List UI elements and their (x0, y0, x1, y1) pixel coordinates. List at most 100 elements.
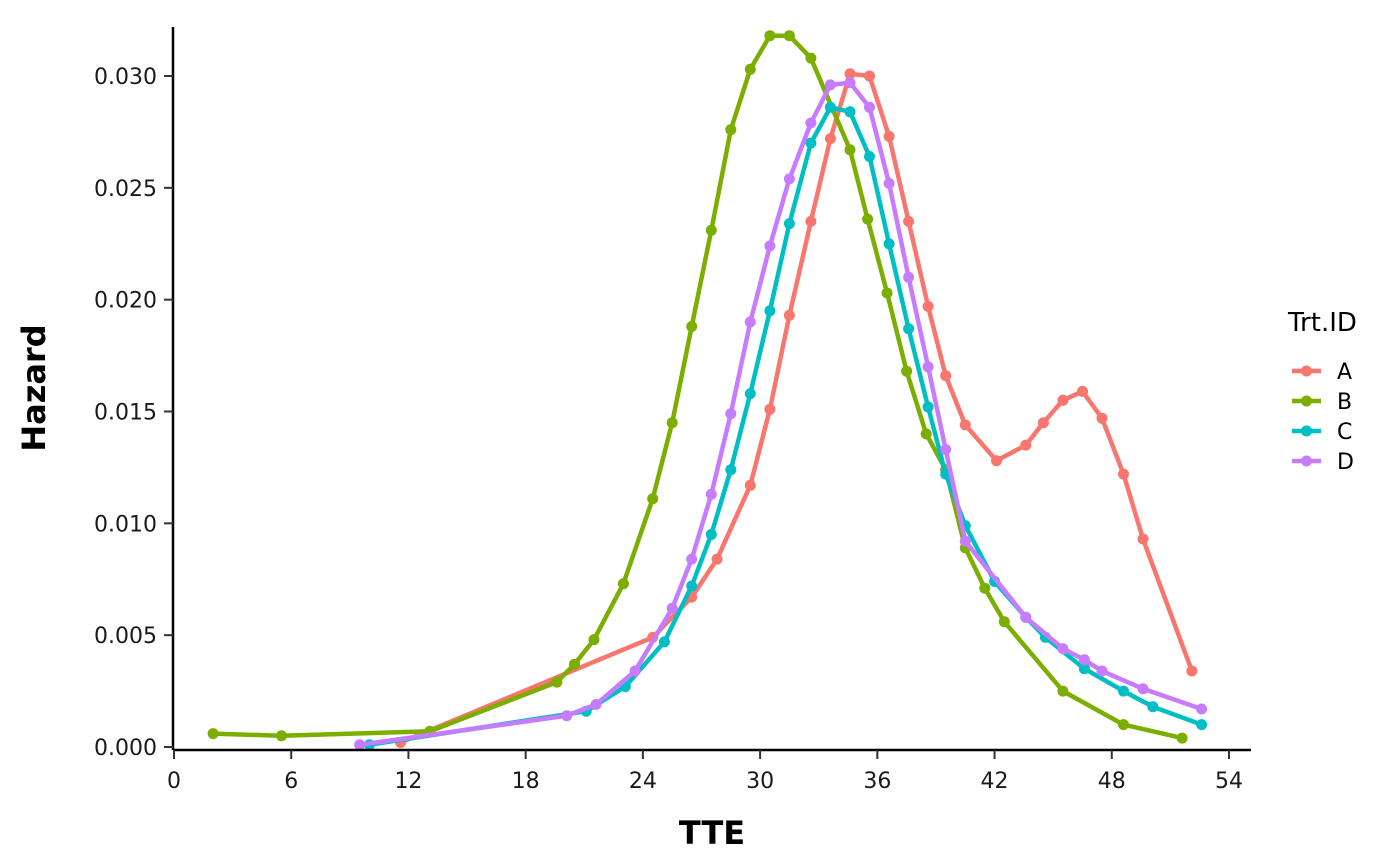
series-C-point (686, 580, 698, 592)
series-B-point (276, 730, 287, 742)
series-D-point (744, 316, 756, 328)
series-A-point (1137, 533, 1149, 545)
series-D-point (354, 739, 366, 751)
series-D-point (1020, 611, 1032, 623)
series-A-point (903, 215, 915, 227)
series-A-point (940, 370, 952, 382)
y-tick-label: 0.015 (94, 401, 157, 426)
series-C-point (883, 238, 895, 250)
series-C-group (363, 101, 1208, 751)
legend-key-point (1301, 425, 1312, 437)
series-B-point (881, 287, 893, 299)
series-D-line (357, 80, 1204, 748)
series-B-point (725, 124, 737, 136)
series-B-point (705, 224, 717, 236)
series-D-point (764, 240, 776, 252)
series-C-point (1196, 719, 1208, 731)
x-tick-label: 54 (1215, 769, 1243, 794)
legend-key-point (1301, 365, 1312, 377)
series-C-point (805, 137, 817, 149)
series-D-point (629, 665, 641, 677)
x-tick-label: 48 (1098, 769, 1126, 794)
series-D-point (1137, 683, 1149, 695)
legend-label: C (1337, 420, 1352, 445)
series-D-point (844, 77, 856, 89)
series-D-point (725, 408, 737, 420)
series-C-point (1118, 685, 1129, 697)
legend-item-B: B (1292, 390, 1352, 415)
series-D-point (590, 699, 602, 710)
x-tick-label: 36 (863, 769, 891, 794)
legend-key-point (1301, 395, 1312, 407)
series-C-point (725, 464, 737, 476)
series-D-point (805, 117, 817, 129)
series-D-point (922, 361, 934, 373)
series-D-point (1096, 665, 1108, 677)
y-tick-label: 0.030 (94, 65, 157, 90)
series-D-point (783, 173, 795, 185)
series-B-point (805, 52, 817, 64)
series-A-line (398, 71, 1195, 745)
series-A-point (711, 553, 723, 565)
y-tick-label: 0.000 (94, 736, 157, 761)
series-C-point (658, 636, 670, 648)
series-B-line (210, 33, 1185, 741)
series-A-point (991, 455, 1002, 467)
series-A-point (1096, 412, 1108, 424)
y-tick-label: 0.005 (94, 624, 157, 649)
x-tick-label: 18 (512, 769, 540, 794)
series-B-point (588, 634, 600, 646)
series-D-point (666, 602, 678, 614)
series-D-point (903, 271, 915, 283)
series-B-point (1057, 685, 1069, 697)
series-B-point (551, 676, 563, 688)
series-C-point (903, 323, 915, 335)
legend-key-point (1301, 455, 1312, 467)
series-B-point (686, 321, 698, 332)
series-B-point (569, 658, 580, 670)
legend-label: A (1337, 360, 1352, 385)
series-A-point (1118, 468, 1129, 480)
series-B-point (647, 493, 659, 505)
series-B-point (744, 63, 756, 75)
y-axis-ticks: 0.000 0.005 0.010 0.015 0.020 0.025 0.030 (94, 65, 173, 761)
x-tick-label: 24 (629, 769, 657, 794)
series-D-point (1196, 703, 1208, 715)
series-D-point (1078, 654, 1090, 666)
legend-item-A: A (1292, 360, 1352, 385)
x-axis-ticks: 0 6 12 18 24 30 36 42 48 54 (167, 750, 1243, 794)
series-B-point (979, 582, 991, 594)
y-tick-label: 0.020 (94, 289, 157, 314)
series-D-group (354, 77, 1208, 751)
series-A-point (922, 300, 934, 312)
series-B-point (764, 30, 776, 42)
series-B-point (617, 578, 629, 590)
y-tick-label: 0.010 (94, 512, 157, 537)
series-D-point (959, 535, 971, 547)
series-B-point (998, 616, 1010, 628)
series-B-point (1176, 732, 1188, 744)
series-D-point (824, 79, 836, 91)
series-C-point (783, 218, 795, 230)
series-C-point (1147, 701, 1159, 713)
x-axis-title: TTE (679, 814, 745, 852)
y-axis-title: Hazard (15, 324, 53, 451)
y-tick-label: 0.025 (94, 177, 157, 202)
series-C-point (705, 529, 717, 540)
series-A-point (805, 215, 817, 227)
series-B-point (901, 365, 913, 377)
legend-label: B (1337, 390, 1352, 415)
series-A-point (883, 130, 895, 142)
x-tick-label: 12 (394, 769, 422, 794)
legend-item-C: C (1292, 420, 1352, 445)
series-D-point (561, 710, 573, 722)
series-A-point (959, 419, 971, 431)
series-A-point (844, 68, 856, 80)
series-D-point (940, 444, 952, 455)
series-A-point (864, 70, 875, 82)
series-A-point (1037, 417, 1049, 429)
series-C-point (744, 388, 756, 400)
x-tick-label: 0 (167, 769, 181, 794)
